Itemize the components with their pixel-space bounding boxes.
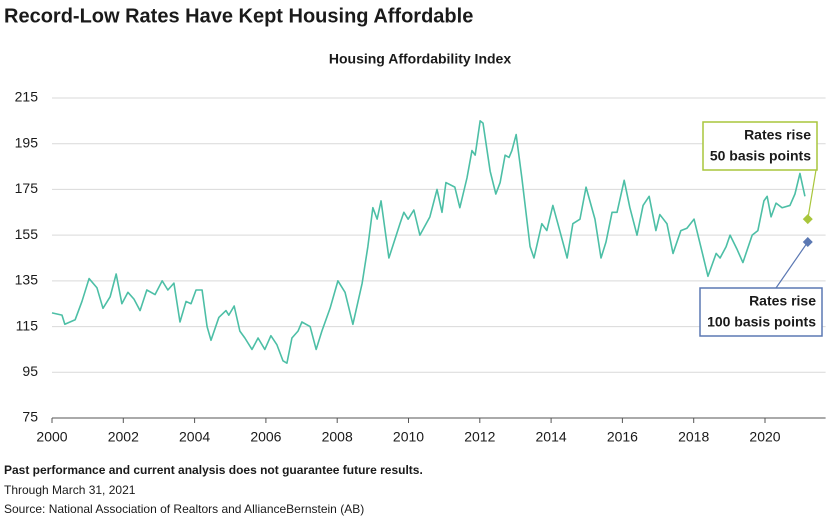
y-tick-label: 95 (22, 363, 38, 379)
data-line (51, 120, 806, 364)
callout-connector (775, 241, 809, 289)
y-tick-label: 195 (15, 134, 39, 150)
scenario-marker (802, 214, 813, 225)
x-tick-label: 2016 (607, 429, 638, 445)
y-tick-label: 155 (15, 226, 39, 242)
x-tick-label: 2012 (464, 429, 495, 445)
x-tick-label: 2006 (250, 429, 281, 445)
footnote: Source: National Association of Realtors… (4, 502, 364, 516)
x-tick-label: 2014 (536, 429, 567, 445)
y-tick-label: 215 (15, 89, 39, 105)
x-tick-label: 2010 (393, 429, 424, 445)
x-tick-label: 2008 (322, 429, 353, 445)
chart-subtitle: Housing Affordability Index (329, 51, 511, 67)
y-tick-label: 175 (15, 180, 39, 196)
chart-title: Record-Low Rates Have Kept Housing Affor… (4, 5, 473, 27)
callout-text: Rates rise (744, 127, 811, 143)
y-tick-label: 115 (16, 317, 39, 333)
x-tick-label: 2002 (108, 429, 139, 445)
scenario-marker (802, 237, 813, 247)
callout-box (702, 121, 818, 171)
callout-text: 100 basis points (707, 314, 816, 330)
callout-connector (807, 169, 817, 220)
y-tick-label: 135 (15, 272, 39, 288)
x-tick-label: 2020 (749, 429, 780, 445)
footnote: Through March 31, 2021 (4, 483, 136, 497)
callout-text: 50 basis points (710, 148, 811, 164)
x-tick-label: 2000 (36, 429, 67, 445)
x-tick-label: 2018 (678, 429, 709, 445)
callout-box (699, 287, 823, 337)
y-tick-label: 75 (22, 409, 38, 425)
callout-text: Rates rise (749, 293, 816, 309)
footnote: Past performance and current analysis do… (4, 463, 423, 477)
x-tick-label: 2004 (179, 429, 210, 445)
